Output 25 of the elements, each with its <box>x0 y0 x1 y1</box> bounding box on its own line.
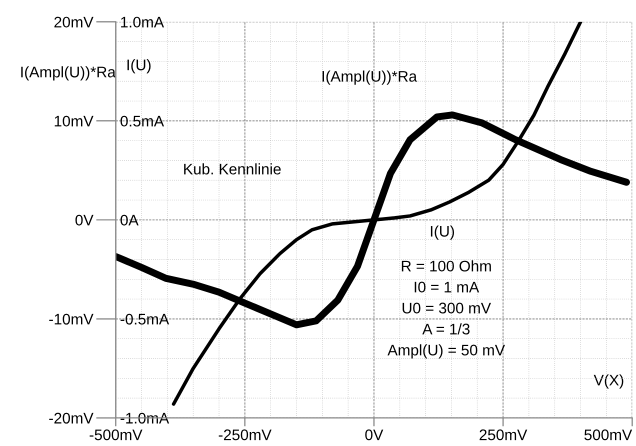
x-tick-label: 500mV <box>584 429 632 440</box>
x-tick-label: -500mV <box>90 429 142 440</box>
annotation: A = 1/3 <box>422 323 470 334</box>
y2-tick-label: -0.5mA <box>120 314 170 325</box>
x-axis-title: V(X) <box>594 374 624 389</box>
y2-tick-label: 1.0mA <box>121 16 164 28</box>
y-tick-label: 0V <box>75 214 94 226</box>
annotation: R = 100 Ohm <box>402 260 491 272</box>
y2-axis-title: I(U) <box>127 59 151 74</box>
annotation: I0 = 1 mA <box>414 282 480 293</box>
y-tick-label: 10mV <box>54 116 94 127</box>
y-tick-label: -10mV <box>49 314 94 325</box>
series-label: I(U) <box>430 225 454 240</box>
text: I(Ampl(U))*Ra <box>322 70 418 85</box>
annotation: Ampl(U) = 50 mV <box>388 344 505 358</box>
x-tick-label: -250mV <box>218 429 272 440</box>
x-tick-label: 250mV <box>480 429 528 440</box>
y-tick-label: 20mV <box>54 16 94 28</box>
y2-tick-label: 0A <box>120 214 139 226</box>
y2-tick-label: 0.5mA <box>120 116 164 127</box>
x-tick-label: 0V <box>365 429 384 440</box>
annotation: U0 = 300 mV <box>402 302 491 314</box>
y-tick-label: -20mV <box>49 412 94 424</box>
y-axis-title: I(Ampl(U))*Ra <box>21 66 116 80</box>
annotation: Kub. Kennlinie <box>184 163 281 174</box>
